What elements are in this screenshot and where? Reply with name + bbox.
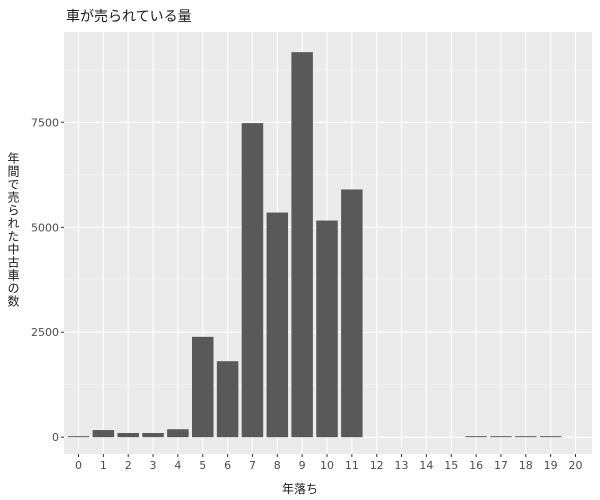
x-tick-label: 6	[224, 459, 231, 472]
bar-16	[465, 436, 487, 438]
x-tick-label: 16	[469, 459, 483, 472]
x-tick-label: 13	[395, 459, 409, 472]
x-tick-label: 10	[320, 459, 334, 472]
y-tick-label: 7500	[31, 116, 59, 129]
bar-11	[341, 189, 363, 438]
x-axis-label: 年落ち	[281, 482, 318, 496]
bar-7	[241, 123, 264, 438]
x-tick-label: 8	[274, 459, 281, 472]
y-tick-label: 2500	[31, 326, 59, 339]
y-axis-label: 年間で売られた中古車の数	[6, 152, 20, 308]
chart-title: 車が売られている量	[66, 9, 192, 25]
bar-2	[117, 433, 139, 438]
y-tick-label: 0	[52, 431, 59, 444]
x-tick-label: 3	[150, 459, 157, 472]
y-tick-label: 5000	[31, 221, 59, 234]
x-tick-label: 0	[75, 459, 82, 472]
bar-17	[490, 436, 512, 438]
x-tick-label: 15	[444, 459, 458, 472]
x-tick-label: 2	[125, 459, 132, 472]
x-tick-label: 7	[249, 459, 256, 472]
bar-8	[266, 212, 289, 438]
x-tick-label: 12	[370, 459, 384, 472]
x-tick-label: 4	[174, 459, 181, 472]
bar-19	[539, 436, 562, 438]
x-tick-label: 11	[345, 459, 359, 472]
x-tick-label: 14	[419, 459, 433, 472]
x-tick-label: 20	[569, 459, 583, 472]
bar-4	[167, 429, 189, 438]
x-tick-label: 17	[494, 459, 508, 472]
bar-1	[92, 430, 115, 438]
bar-9	[291, 52, 313, 438]
x-tick-label: 1	[100, 459, 107, 472]
bar-0	[67, 436, 90, 438]
bar-3	[142, 433, 164, 438]
x-tick-label: 18	[519, 459, 533, 472]
x-tick-label: 19	[544, 459, 558, 472]
bar-6	[216, 361, 239, 438]
bar-5	[192, 336, 214, 438]
bar-10	[316, 220, 338, 438]
bar-18	[515, 436, 537, 438]
x-tick-label: 5	[199, 459, 206, 472]
x-tick-label: 9	[299, 459, 306, 472]
